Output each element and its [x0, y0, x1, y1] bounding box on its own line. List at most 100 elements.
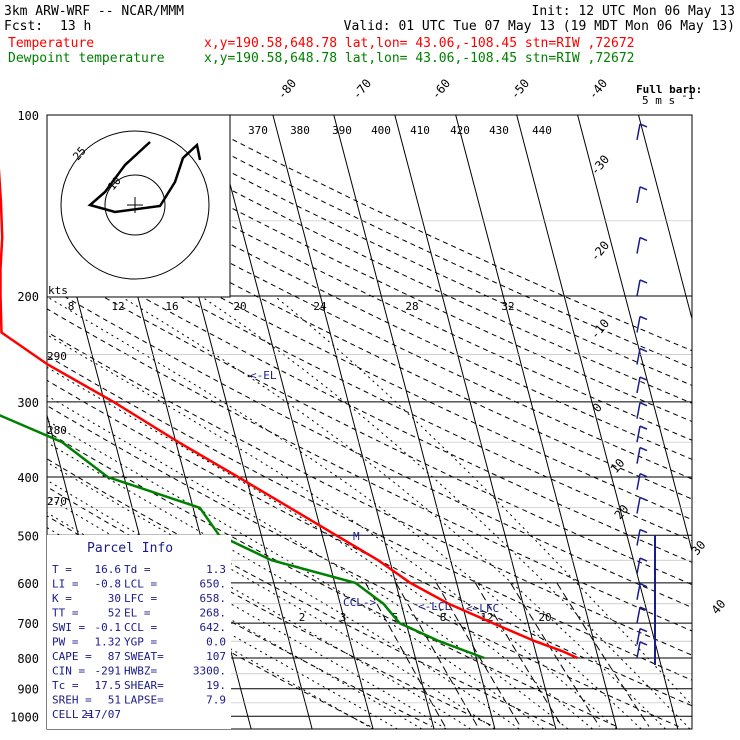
parcel-info-cell: CIN = — [52, 665, 85, 678]
pressure-tick-label: 500 — [17, 529, 39, 543]
theta-label: 440 — [532, 124, 552, 137]
moist-adiabat — [274, 295, 692, 706]
parcel-info-cell: SHEAR= — [124, 679, 164, 692]
parcel-info-cell: LFC = — [124, 592, 157, 605]
wind-barb — [636, 641, 641, 659]
temperature-station-info: x,y=190.58,648.78 lat,lon= 43.06,-108.45… — [204, 36, 634, 51]
dry-adiabat — [47, 144, 692, 460]
moist-adiabat — [47, 461, 496, 729]
isotherm — [455, 115, 618, 729]
theta-label: 390 — [332, 124, 352, 137]
wind-barb — [636, 473, 641, 490]
wind-barb — [636, 123, 641, 141]
parcel-info-cell: 217/07 — [81, 708, 121, 721]
parcel-info-cell: LCL = — [124, 578, 157, 591]
theta-label: 410 — [410, 124, 430, 137]
parcel-info-title: Parcel Info — [87, 541, 173, 556]
pressure-tick-label: 700 — [17, 617, 39, 631]
dry-adiabat — [47, 431, 618, 727]
parcel-info-cell: 642. — [200, 621, 227, 634]
mixing-ratio-label: 3 — [340, 611, 347, 624]
isotherm — [394, 115, 557, 729]
parcel-info-cell: -291 — [95, 665, 122, 678]
wind-barb — [636, 237, 641, 254]
moist-adiabat — [47, 441, 520, 729]
moist-adiabat — [47, 395, 569, 729]
dry-adiabat — [47, 125, 692, 441]
wind-barb-flag — [639, 528, 648, 534]
pressure-tick-label: 200 — [17, 290, 39, 304]
wind-barb — [636, 583, 641, 600]
dry-adiabat — [57, 115, 692, 423]
dry-adiabat — [47, 182, 692, 500]
wind-barb-flag — [639, 425, 648, 430]
barb-legend-exponent: -1 — [681, 89, 694, 102]
isotherm-label: -40 — [586, 76, 611, 102]
model-title: 3km ARW-WRF -- NCAR/MMM — [4, 4, 184, 19]
pressure-tick-label: 1000 — [10, 710, 39, 724]
parcel-info-cell: 650. — [200, 578, 227, 591]
mixing-ratio-label: 20 — [538, 611, 551, 624]
barb-legend-units: 5 m s — [642, 94, 675, 107]
parcel-info-cell: 52 — [108, 607, 121, 620]
parcel-info-cell: 1.32 — [95, 636, 122, 649]
wind-barb-flag — [639, 583, 648, 588]
isotherm-label: -60 — [429, 76, 454, 102]
parcel-info-cell: CCL = — [124, 621, 157, 634]
parcel-info-cell: 268. — [200, 607, 227, 620]
speed-label: 32 — [501, 300, 514, 313]
parcel-info-cell: 17.5 — [95, 679, 122, 692]
mixing-ratio-label: 2 — [299, 611, 306, 624]
isotherm-label: -50 — [508, 76, 533, 102]
speed-label: 8 — [68, 300, 75, 313]
isotherm — [516, 115, 679, 729]
speed-label: 12 — [111, 300, 124, 313]
dry-adiabat — [47, 379, 692, 707]
parcel-info-cell: SREH = — [52, 694, 92, 707]
dry-adiabat — [47, 331, 692, 656]
parcel-info-cell: CELL = — [52, 708, 92, 721]
isotherm-label: -70 — [350, 76, 375, 102]
forecast-label: Fcst: — [4, 19, 43, 34]
parcel-info-cell: 0.0 — [206, 636, 226, 649]
wind-barb-flag — [639, 186, 648, 191]
theta-label: 370 — [248, 124, 268, 137]
isotherm — [700, 115, 740, 729]
dry-adiabat — [47, 486, 494, 727]
isotherm — [211, 115, 374, 729]
wind-barb — [636, 376, 641, 394]
forecast-hour: 13 h — [60, 19, 91, 34]
wind-barb — [636, 402, 641, 419]
isotherm-label: 0 — [590, 400, 605, 415]
lfc-marker: <-LFC — [466, 602, 499, 615]
pressure-tick-label: 900 — [17, 683, 39, 697]
wind-barb-flag — [639, 347, 648, 353]
dry-adiabat — [47, 308, 692, 632]
isotherm-label: -10 — [588, 316, 613, 342]
theta-label: 290 — [47, 350, 67, 363]
valid-time: Valid: 01 UTC Tue 07 May 13 (19 MDT Mon … — [344, 19, 735, 34]
parcel-info-cell: 7.9 — [206, 694, 226, 707]
parcel-info-cell: 107 — [206, 650, 226, 663]
parcel-info-cell: 16.6 — [95, 563, 122, 576]
parcel-info-cell: PW = — [52, 636, 79, 649]
pressure-tick-label: 600 — [17, 577, 39, 591]
wind-barb-flag — [639, 236, 648, 242]
temperature-profile — [0, 167, 579, 660]
legend-temperature: Temperature — [8, 36, 94, 51]
ccl-marker: CCL-> — [343, 596, 376, 609]
pressure-tick-label: 400 — [17, 471, 39, 485]
parcel-info-cell: -0.8 — [95, 578, 122, 591]
wind-barb — [636, 316, 641, 333]
isotherm-label: 40 — [709, 597, 729, 617]
m-marker: M — [353, 530, 360, 543]
theta-label: 400 — [371, 124, 391, 137]
wind-barb — [636, 447, 641, 464]
parcel-info-cell: 51 — [108, 694, 121, 707]
dewpoint-profile — [0, 414, 485, 660]
dry-adiabat — [47, 355, 692, 681]
parcel-info-cell: SWI = — [52, 621, 85, 634]
wind-barb — [636, 348, 641, 365]
isotherm-label: -20 — [588, 238, 613, 264]
